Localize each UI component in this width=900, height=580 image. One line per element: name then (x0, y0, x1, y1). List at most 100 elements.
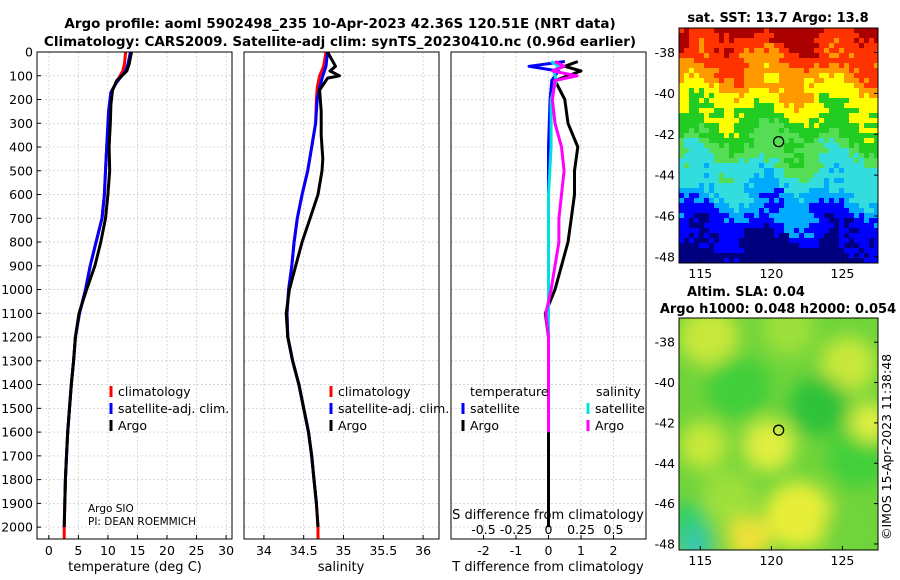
sst-cell (799, 123, 805, 129)
sst-cell (864, 173, 870, 179)
legend-label-satellite-adj: satellite-adj. clim. (338, 401, 449, 416)
sst-cell (714, 63, 720, 69)
sst-cell (839, 163, 845, 169)
sst-cell (759, 198, 765, 204)
sst-cell (749, 108, 755, 114)
difference-xlabel-s: S difference from climatology (452, 508, 644, 523)
sst-cell (814, 193, 820, 199)
sst-cell (749, 88, 755, 94)
map-y-tick-label--44: -44 (655, 168, 675, 183)
sst-cell (859, 188, 865, 194)
sst-cell (769, 83, 775, 89)
sst-cell (824, 248, 830, 254)
sst-cell (829, 173, 835, 179)
sst-cell (709, 83, 715, 89)
sst-cell (684, 168, 690, 174)
sst-cell (869, 253, 875, 259)
sst-cell (844, 218, 850, 224)
sst-cell (844, 138, 850, 144)
sst-cell (759, 208, 765, 214)
sst-cell (729, 248, 735, 254)
sst-cell (769, 33, 775, 39)
sst-cell (859, 33, 865, 39)
sst-cell (729, 53, 735, 59)
figure-title-line2: Climatology: CARS2009. Satellite-adj cli… (44, 34, 636, 50)
sst-cell (739, 228, 745, 234)
sst-cell (864, 188, 870, 194)
sst-cell (684, 33, 690, 39)
sst-cell (769, 138, 775, 144)
sst-cell (864, 178, 870, 184)
sst-cell (814, 88, 820, 94)
sst-cell (779, 118, 785, 124)
sst-cell (819, 63, 825, 69)
sst-cell (779, 113, 785, 119)
sst-cell (714, 78, 720, 84)
sst-cell (779, 53, 785, 59)
sst-cell (754, 38, 760, 44)
sst-cell (799, 248, 805, 254)
sst-cell (719, 208, 725, 214)
legend-header-salinity: salinity (596, 384, 641, 399)
s-diff-tick-4: 0.5 (604, 522, 624, 537)
sst-cell (784, 173, 790, 179)
sst-cell (799, 33, 805, 39)
sst-cell (789, 58, 795, 64)
sst-cell (874, 103, 878, 109)
sst-cell (774, 233, 780, 239)
sst-cell (754, 28, 760, 34)
sst-cell (809, 203, 815, 209)
sst-cell (694, 253, 700, 259)
sst-cell (819, 158, 825, 164)
sst-cell (809, 168, 815, 174)
sst-cell (839, 233, 845, 239)
sst-cell (684, 148, 690, 154)
sst-cell (699, 63, 705, 69)
sst-cell (834, 208, 840, 214)
x-tick-label-5: 5 (74, 543, 82, 558)
sst-cell (874, 38, 878, 44)
sst-cell (704, 218, 710, 224)
sst-cell (709, 103, 715, 109)
sst-cell (824, 93, 830, 99)
sst-cell (689, 218, 695, 224)
sst-cell (869, 153, 875, 159)
sst-cell (754, 253, 760, 259)
sst-cell (709, 158, 715, 164)
sst-cell (709, 78, 715, 84)
sst-cell (834, 173, 840, 179)
sst-cell (834, 238, 840, 244)
sst-cell (804, 103, 810, 109)
sst-cell (724, 113, 730, 119)
sst-cell (739, 163, 745, 169)
sst-cell (789, 218, 795, 224)
sst-cell (874, 218, 878, 224)
sst-cell (764, 163, 770, 169)
sst-cell (734, 63, 740, 69)
sst-cell (874, 173, 878, 179)
map-y-tick-label--46: -46 (655, 496, 675, 511)
map-y-tick-label--38: -38 (655, 335, 675, 350)
sst-cell (814, 143, 820, 149)
sst-cell (744, 168, 750, 174)
sst-cell (754, 173, 760, 179)
sst-cell (719, 88, 725, 94)
sst-cell (784, 233, 790, 239)
sst-cell (804, 188, 810, 194)
sst-cell (849, 248, 855, 254)
sst-cell (759, 173, 765, 179)
map-y-tick-label--38: -38 (655, 45, 675, 60)
sst-cell (719, 193, 725, 199)
sst-cell (799, 93, 805, 99)
depth-tick-label-1800: 1800 (1, 472, 33, 487)
sst-cell (734, 258, 740, 263)
sst-cell (799, 118, 805, 124)
sst-cell (799, 43, 805, 49)
sst-cell (829, 133, 835, 139)
sst-cell (724, 53, 730, 59)
sst-cell (689, 178, 695, 184)
sst-cell (859, 118, 865, 124)
x-tick-label-0: 0 (45, 543, 53, 558)
sst-cell (814, 43, 820, 49)
sst-cell (774, 253, 780, 259)
